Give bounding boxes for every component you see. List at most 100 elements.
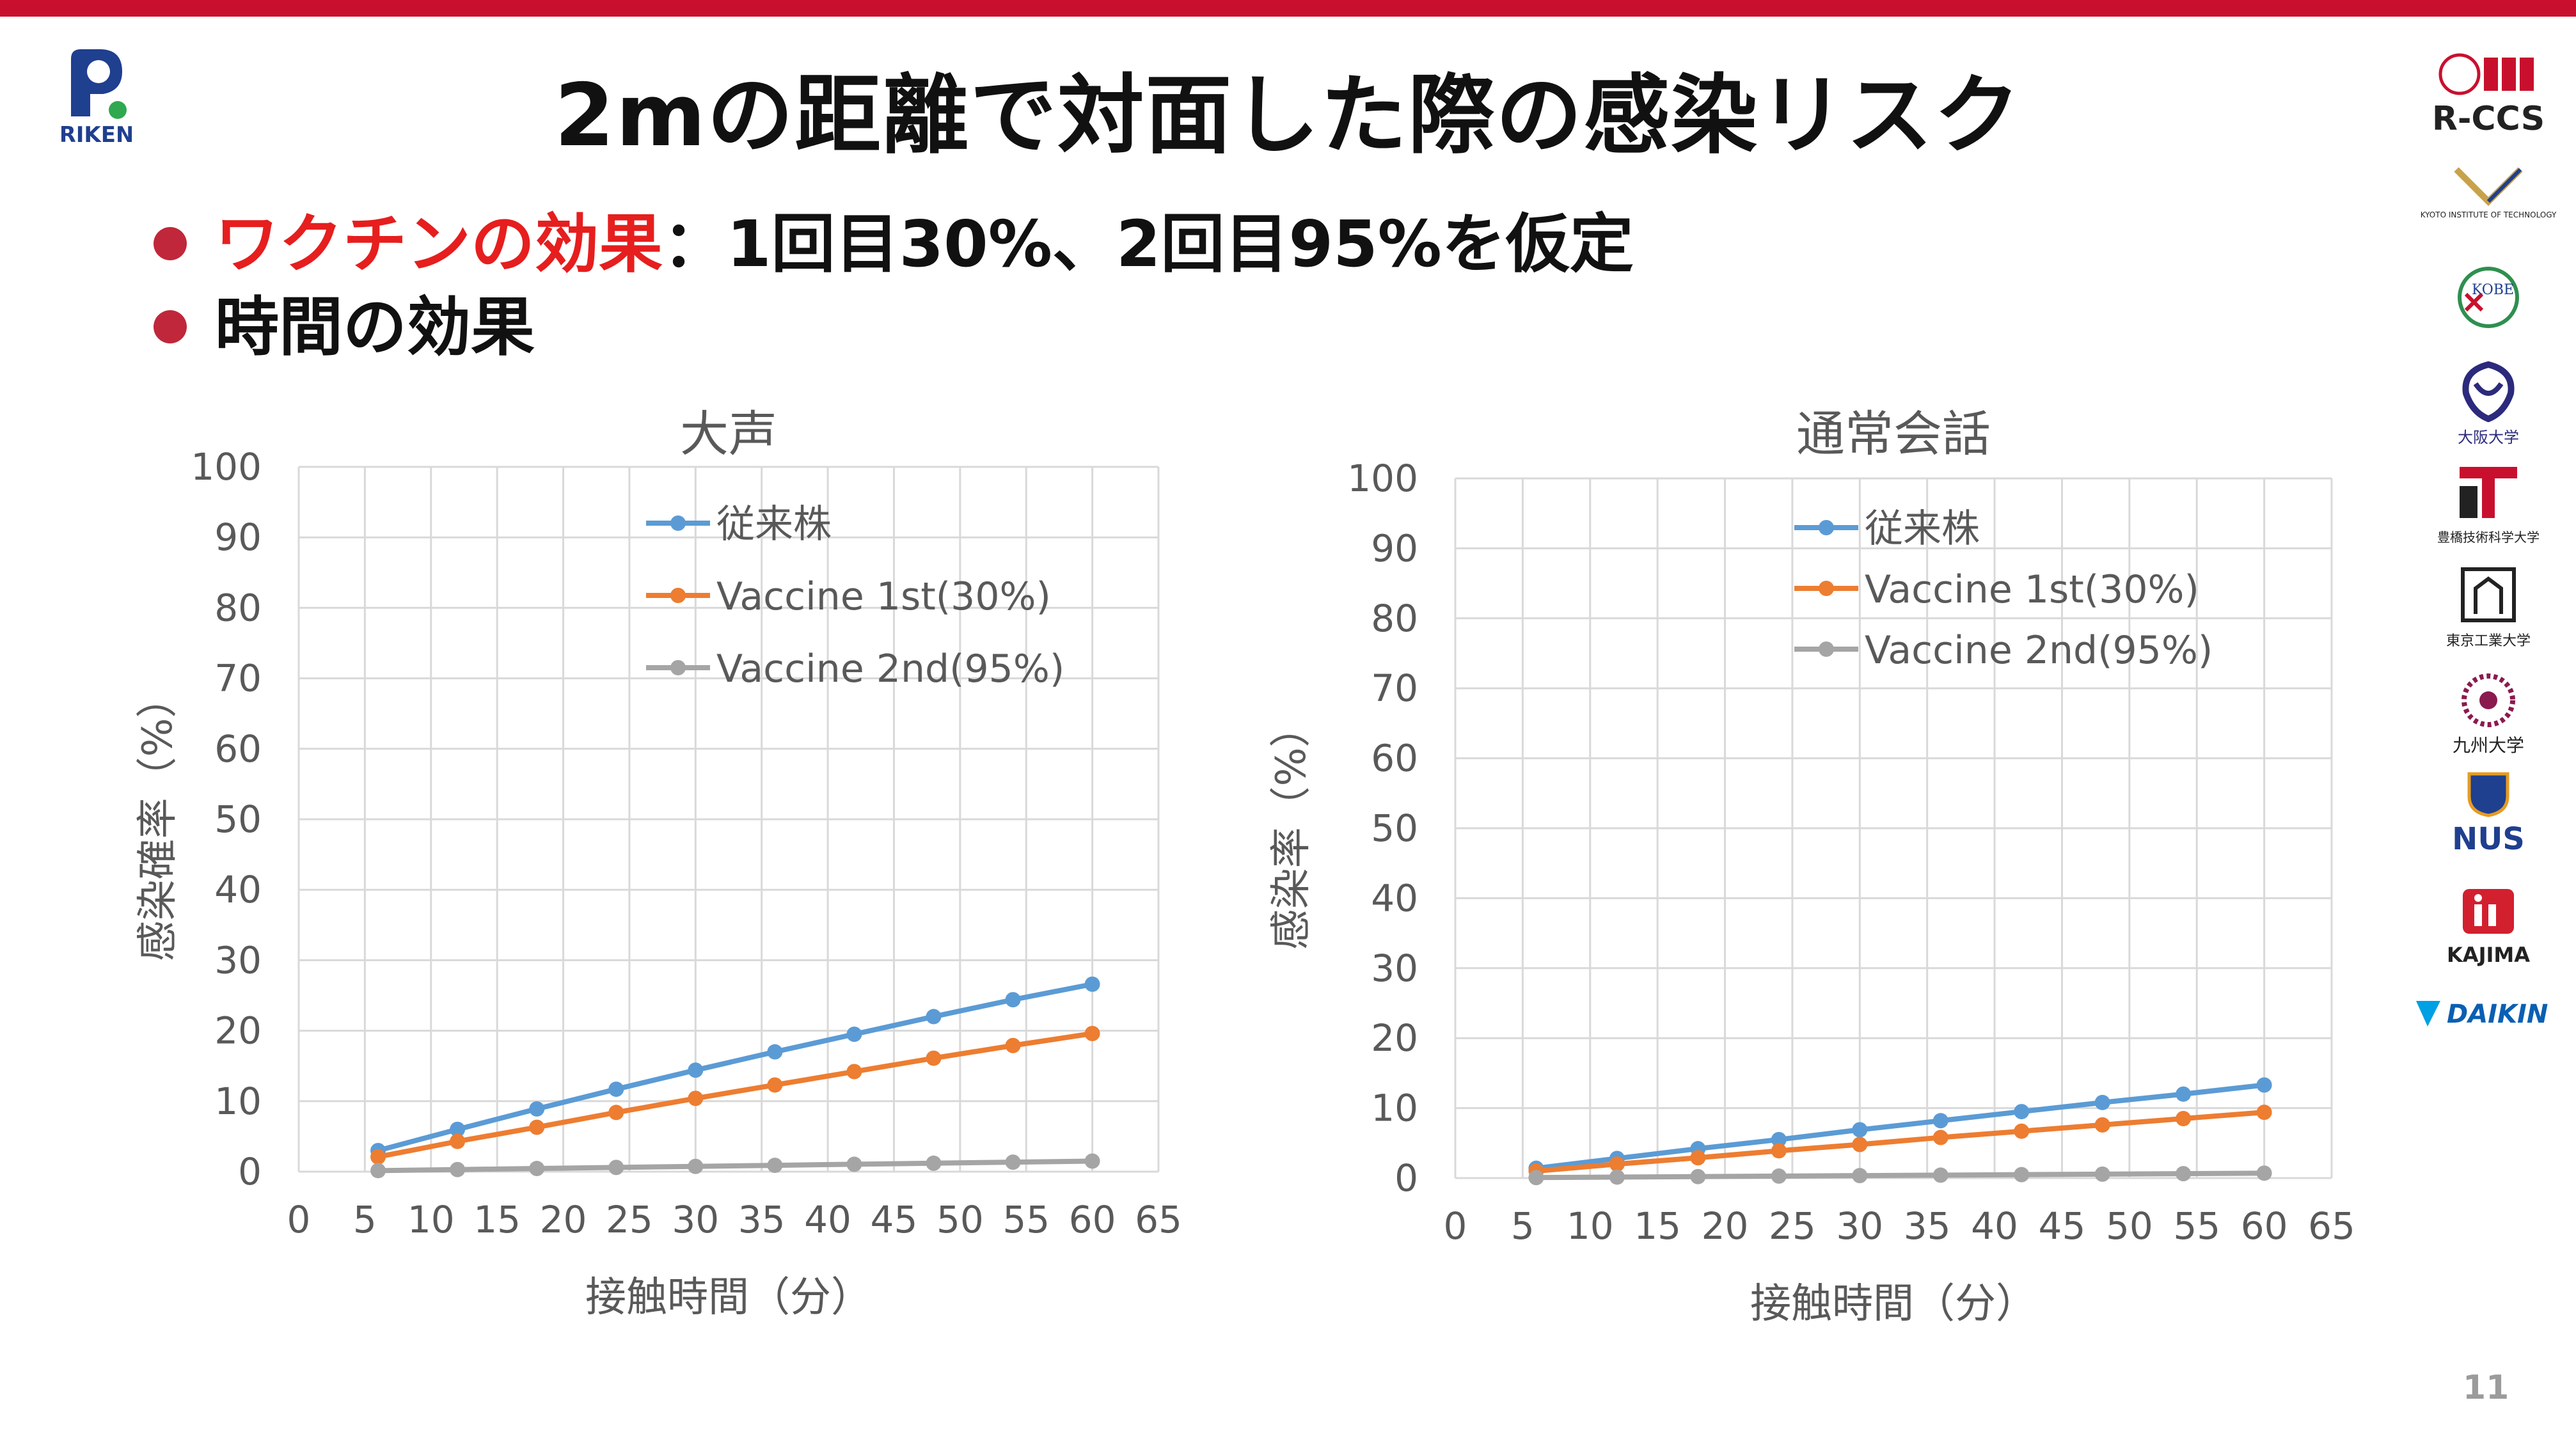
series-line-2 (1536, 1110, 2264, 1174)
series-line-1 (377, 981, 1093, 1153)
data-point (1852, 1168, 1868, 1184)
data-point (846, 1026, 862, 1042)
data-point (2256, 1165, 2272, 1181)
nus-logo-text: NUS (2452, 821, 2525, 857)
x-tick-label: 20 (540, 1198, 587, 1241)
legend-marker (670, 515, 686, 531)
data-point (1609, 1169, 1625, 1185)
legend-label: 従来株 (1865, 507, 1980, 551)
data-point (2094, 1117, 2110, 1133)
x-tick-label: 15 (473, 1198, 521, 1241)
data-point (370, 1163, 386, 1179)
tokyo-tech-logo-mark (2461, 567, 2516, 622)
data-point (370, 1149, 386, 1165)
data-point (2256, 1077, 2272, 1093)
y-tick-label: 70 (214, 657, 262, 700)
data-point (450, 1121, 466, 1137)
kobe-university-logo: KOBE (2412, 262, 2565, 335)
data-point (608, 1081, 624, 1097)
x-tick-label: 35 (1904, 1204, 1951, 1248)
data-point (1084, 976, 1100, 992)
nus-crest-icon (2467, 772, 2509, 817)
x-tick-label: 45 (871, 1198, 918, 1241)
chart-title: 大声 (680, 405, 777, 462)
data-point (1690, 1150, 1706, 1166)
x-tick-label: 30 (672, 1198, 719, 1241)
x-axis-label: 接触時間（分） (1750, 1280, 2037, 1328)
y-axis-label: 感染率（%） (1268, 707, 1315, 950)
x-tick-label: 0 (1444, 1204, 1467, 1248)
y-tick-label: 10 (214, 1080, 262, 1123)
tokyo-tech-logo-text: 東京工業大学 (2446, 633, 2531, 649)
y-axis-label: 感染確率（%） (134, 677, 182, 962)
x-tick-label: 55 (1002, 1198, 1050, 1241)
bullet-time-effect: 時間の効果 (154, 275, 535, 368)
x-tick-label: 5 (1511, 1204, 1535, 1248)
y-tick-label: 30 (214, 938, 262, 982)
y-tick-label: 60 (1371, 737, 1418, 780)
data-point (1852, 1122, 1868, 1138)
data-point (1528, 1170, 1544, 1186)
data-point (688, 1158, 704, 1174)
x-tick-label: 65 (1135, 1198, 1182, 1241)
data-point (1932, 1167, 1948, 1183)
data-point (1771, 1131, 1787, 1147)
data-point (1005, 1037, 1021, 1053)
x-tick-label: 60 (2241, 1204, 2288, 1248)
kajima-logo-text: KAJIMA (2447, 943, 2530, 967)
y-tick-label: 10 (1371, 1087, 1418, 1130)
data-point (926, 1050, 942, 1066)
series-line-3 (378, 1158, 1093, 1174)
data-point (767, 1044, 783, 1060)
top-accent-bar (0, 0, 2576, 17)
x-tick-label: 50 (2106, 1204, 2153, 1248)
tokyo-tech-logo: 東京工業大学 (2412, 563, 2565, 650)
daikin-logo-text: DAIKIN (2447, 1000, 2548, 1029)
series-line-2 (377, 1031, 1093, 1160)
legend-marker (670, 660, 686, 675)
y-tick-label: 50 (1371, 806, 1418, 850)
chart-title: 通常会話 (1796, 405, 1991, 462)
legend-marker (1819, 641, 1834, 657)
data-point (846, 1064, 862, 1080)
x-tick-label: 5 (353, 1198, 377, 1241)
data-point (529, 1119, 545, 1135)
x-tick-label: 30 (1836, 1204, 1883, 1248)
data-point (529, 1161, 545, 1177)
x-tick-label: 35 (738, 1198, 786, 1241)
x-axis-label: 接触時間（分） (585, 1274, 872, 1321)
x-tick-label: 25 (606, 1198, 653, 1241)
bullet-vaccine-effect: ワクチンの効果：1回目30%、2回目95%を仮定 (154, 192, 1634, 285)
y-tick-label: 0 (1395, 1156, 1418, 1200)
x-tick-label: 60 (1069, 1198, 1116, 1241)
data-point (926, 1009, 942, 1025)
y-tick-label: 20 (1371, 1016, 1418, 1060)
x-tick-label: 25 (1769, 1204, 1816, 1248)
data-point (529, 1101, 545, 1117)
data-point (2014, 1123, 2030, 1139)
x-tick-label: 40 (804, 1198, 851, 1241)
y-tick-label: 50 (214, 798, 262, 841)
data-point (1084, 1153, 1100, 1169)
nus-logo: NUS (2412, 767, 2565, 857)
y-tick-label: 60 (214, 727, 262, 771)
data-point (1005, 1154, 1021, 1170)
kyushu-logo-mark (2461, 673, 2515, 727)
data-point (2256, 1105, 2272, 1121)
data-point (1771, 1143, 1787, 1159)
legend-marker (1819, 520, 1834, 535)
legend-label: Vaccine 1st(30%) (1865, 567, 2199, 612)
data-point (2176, 1086, 2192, 1102)
data-point (2176, 1166, 2192, 1182)
data-point (926, 1155, 942, 1171)
data-point (1084, 1026, 1100, 1042)
data-point (450, 1133, 466, 1149)
data-point (2094, 1166, 2110, 1182)
x-tick-label: 45 (2039, 1204, 2086, 1248)
y-tick-label: 0 (238, 1150, 262, 1193)
kobe-logo-mark: KOBE (2458, 267, 2519, 328)
data-point (767, 1077, 783, 1093)
rccs-logo-text: R-CCS (2431, 100, 2545, 138)
y-tick-label: 30 (1371, 947, 1418, 990)
